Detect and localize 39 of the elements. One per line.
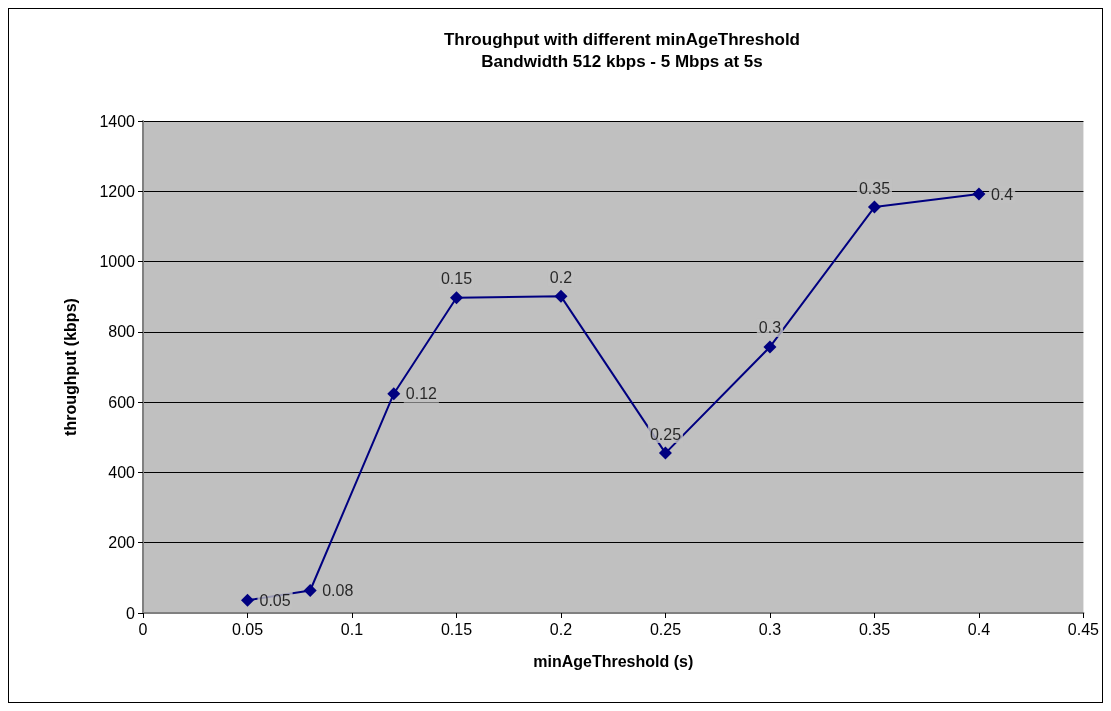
x-tick-label: 0.2 (549, 620, 573, 638)
annotation: 0.4 (990, 185, 1014, 203)
x-axis-title: minAgeThreshold (s) (533, 652, 694, 670)
annotation: 0.35 (858, 179, 891, 197)
x-tick-label: 0.35 (858, 620, 891, 638)
point (658, 446, 672, 460)
x-tick-label: 0.25 (649, 620, 682, 638)
y-tick-label: 1000 (99, 253, 136, 271)
point (303, 584, 317, 598)
x-tick-label: 0.4 (967, 620, 991, 638)
x-tick-label: 0.45 (1067, 620, 1100, 638)
x-tick-label: 0 (138, 620, 148, 638)
x-tick-label: 0.05 (231, 620, 264, 638)
point (554, 289, 568, 303)
y-tick-label: 1200 (99, 182, 136, 200)
point (972, 187, 986, 201)
annotation: 0.12 (405, 385, 438, 403)
y-axis-title: throughput (kbps) (61, 298, 79, 436)
x-tick-label: 0.1 (340, 620, 364, 638)
y-tick-label: 800 (108, 323, 136, 341)
point (449, 291, 463, 305)
y-tick-label: 1400 (99, 112, 136, 130)
point (387, 387, 401, 401)
point (763, 340, 777, 354)
y-tick-label: 200 (108, 534, 136, 552)
chart-title: Throughput with different minAgeThreshold Bandwidth 512 kbps - 5 Mbps at 5s (443, 29, 801, 71)
x-tick-label: 0.15 (440, 620, 473, 638)
annotation: 0.2 (549, 268, 573, 286)
annotation: 0.25 (649, 425, 682, 443)
point (867, 200, 881, 214)
annotation: 0.3 (758, 319, 782, 337)
annotation: 0.08 (322, 582, 354, 600)
y-tick-label: 0 (126, 604, 136, 622)
annotation: 0.05 (259, 591, 291, 609)
y-tick-label: 400 (108, 463, 136, 481)
x-tick-label: 0.3 (758, 620, 782, 638)
y-tick-label: 600 (108, 393, 136, 411)
annotation: 0.15 (440, 270, 473, 288)
point (240, 593, 254, 607)
